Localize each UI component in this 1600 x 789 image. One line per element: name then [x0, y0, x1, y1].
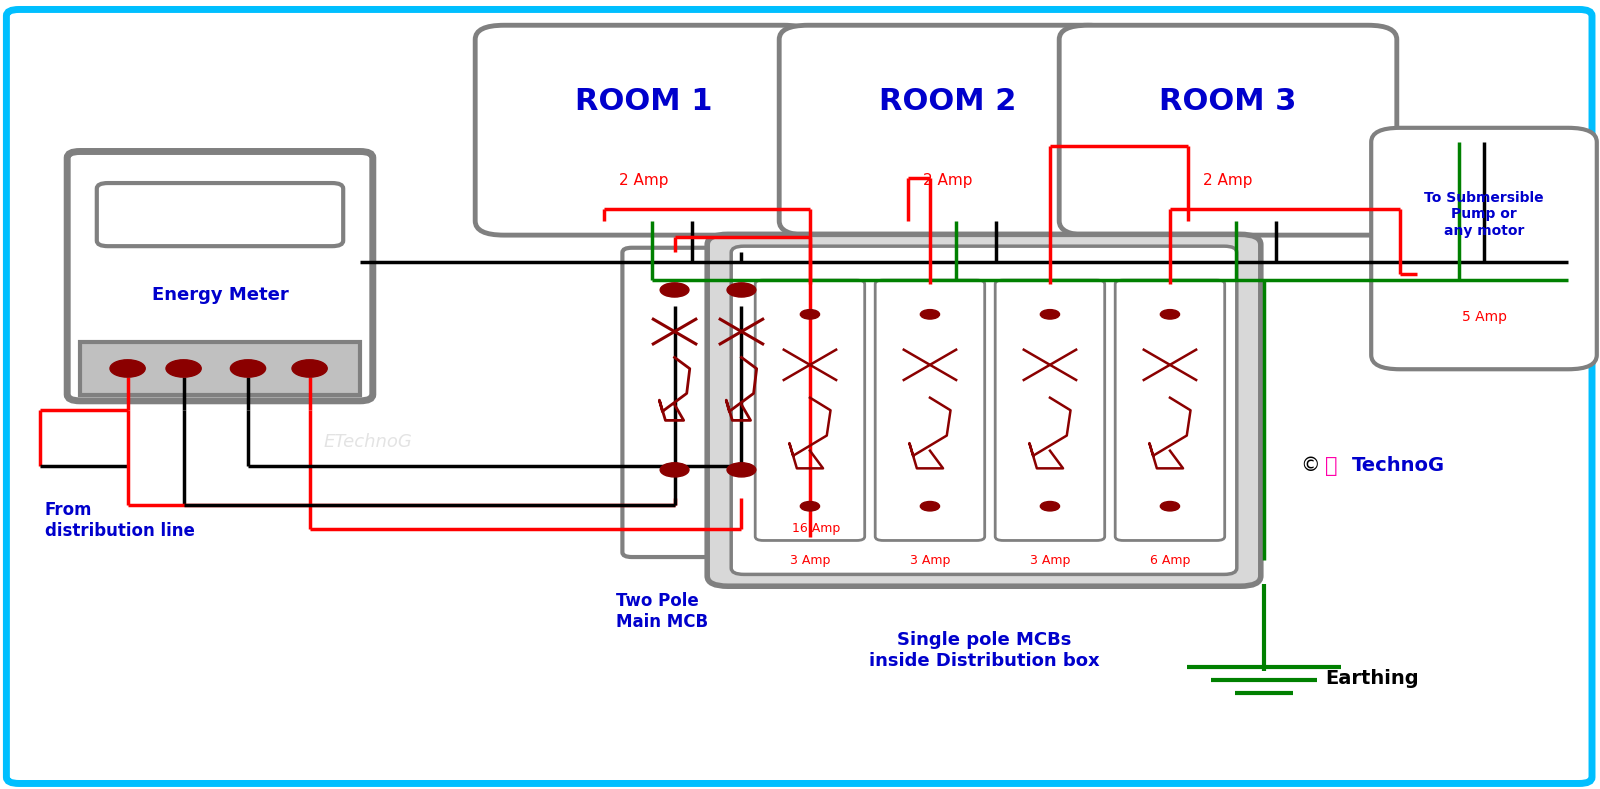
Text: From
distribution line: From distribution line — [45, 501, 195, 540]
FancyBboxPatch shape — [731, 246, 1237, 574]
FancyBboxPatch shape — [98, 183, 342, 246]
Text: 2 Amp: 2 Amp — [619, 174, 669, 189]
Text: 3 Amp: 3 Amp — [790, 554, 830, 567]
Circle shape — [726, 462, 755, 477]
FancyBboxPatch shape — [67, 151, 373, 401]
FancyBboxPatch shape — [6, 9, 1592, 783]
Text: 2 Amp: 2 Amp — [1203, 174, 1253, 189]
Text: Two Pole
Main MCB: Two Pole Main MCB — [616, 592, 709, 630]
Text: 6 Amp: 6 Amp — [1150, 554, 1190, 567]
FancyBboxPatch shape — [779, 25, 1117, 235]
Text: 3 Amp: 3 Amp — [1030, 554, 1070, 567]
FancyBboxPatch shape — [1115, 280, 1224, 540]
Text: ROOM 3: ROOM 3 — [1160, 87, 1296, 116]
FancyBboxPatch shape — [755, 280, 864, 540]
FancyBboxPatch shape — [1059, 25, 1397, 235]
Circle shape — [110, 360, 146, 377]
FancyBboxPatch shape — [707, 234, 1261, 586]
Text: ROOM 1: ROOM 1 — [576, 87, 712, 116]
Circle shape — [1160, 309, 1179, 319]
Circle shape — [800, 502, 819, 511]
FancyBboxPatch shape — [995, 280, 1104, 540]
Circle shape — [661, 462, 690, 477]
Text: 2 Amp: 2 Amp — [923, 174, 973, 189]
Text: 5 Amp: 5 Amp — [1461, 310, 1507, 323]
Text: 16 Amp: 16 Amp — [792, 522, 840, 535]
FancyBboxPatch shape — [475, 25, 813, 235]
Circle shape — [166, 360, 202, 377]
Text: ETechnoG: ETechnoG — [858, 368, 966, 389]
Text: To Submersible
Pump or
any motor: To Submersible Pump or any motor — [1424, 191, 1544, 237]
FancyBboxPatch shape — [1371, 128, 1597, 369]
FancyBboxPatch shape — [875, 280, 984, 540]
Text: TechnoG: TechnoG — [1352, 456, 1445, 475]
Text: 3 Amp: 3 Amp — [910, 554, 950, 567]
FancyBboxPatch shape — [622, 248, 794, 557]
Text: ©: © — [1301, 456, 1320, 475]
Circle shape — [230, 360, 266, 377]
Circle shape — [920, 502, 939, 511]
Circle shape — [726, 282, 755, 297]
Bar — [80, 342, 360, 394]
Circle shape — [1040, 502, 1059, 511]
Circle shape — [1040, 309, 1059, 319]
Text: ROOM 2: ROOM 2 — [880, 87, 1016, 116]
Text: ETechnoG: ETechnoG — [323, 433, 413, 451]
Text: ℰ: ℰ — [1325, 455, 1338, 476]
Circle shape — [291, 360, 328, 377]
Circle shape — [800, 309, 819, 319]
Text: Earthing: Earthing — [1325, 669, 1419, 688]
Text: Single pole MCBs
inside Distribution box: Single pole MCBs inside Distribution box — [869, 631, 1099, 670]
Text: Energy Meter: Energy Meter — [152, 286, 288, 304]
Circle shape — [661, 282, 690, 297]
Circle shape — [1160, 502, 1179, 511]
Circle shape — [920, 309, 939, 319]
